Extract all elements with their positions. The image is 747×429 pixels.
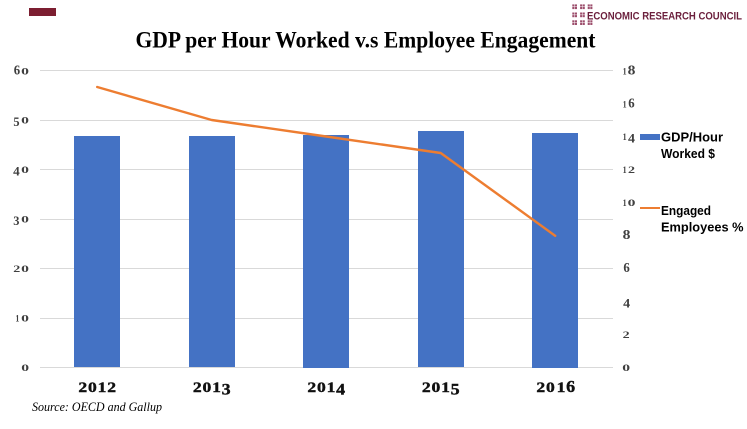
svg-text:2: 2 [107, 380, 116, 396]
svg-text:Source: OECD and Gallup: Source: OECD and Gallup [32, 399, 162, 414]
svg-text:2: 2 [193, 380, 202, 396]
svg-text:Engaged: Engaged [661, 203, 711, 218]
svg-text:1: 1 [441, 380, 450, 396]
svg-text:2: 2 [628, 166, 635, 176]
svg-text:8: 8 [628, 63, 636, 78]
svg-text:GDP/Hour: GDP/Hour [661, 130, 723, 145]
svg-text:0: 0 [317, 380, 326, 396]
svg-text:6: 6 [623, 260, 630, 275]
svg-text:3: 3 [222, 381, 231, 398]
svg-text:0: 0 [21, 215, 29, 225]
svg-text:0: 0 [21, 116, 29, 126]
svg-text:0: 0 [628, 199, 636, 209]
svg-text:GDP per Hour Worked v.s Employ: GDP per Hour Worked v.s Employee Engagem… [136, 28, 596, 53]
svg-text:6: 6 [14, 63, 21, 78]
svg-text:0: 0 [546, 380, 555, 396]
svg-text:2: 2 [422, 380, 431, 396]
svg-text:Worked $: Worked $ [661, 146, 716, 161]
svg-text:6: 6 [566, 377, 575, 396]
svg-text:4: 4 [336, 381, 345, 398]
svg-text:2: 2 [307, 380, 316, 396]
svg-text:1: 1 [327, 380, 336, 396]
svg-text:1: 1 [623, 133, 627, 143]
svg-text:8: 8 [623, 227, 631, 242]
svg-text:1: 1 [557, 380, 566, 396]
svg-text:0: 0 [21, 68, 29, 78]
svg-text:4: 4 [623, 295, 631, 310]
svg-text:4: 4 [628, 130, 636, 145]
svg-text:1: 1 [623, 199, 627, 209]
svg-text:1: 1 [623, 166, 627, 176]
svg-text:0: 0 [88, 380, 97, 396]
svg-text:1: 1 [623, 101, 627, 111]
svg-text:1: 1 [15, 314, 19, 324]
svg-text:2: 2 [78, 380, 87, 396]
svg-text:4: 4 [13, 163, 20, 178]
svg-text:0: 0 [203, 380, 212, 396]
svg-text:ECONOMIC RESEARCH COUNCIL: ECONOMIC RESEARCH COUNCIL [587, 10, 742, 22]
svg-text:2: 2 [623, 331, 630, 341]
svg-text:0: 0 [21, 265, 29, 275]
svg-text:0: 0 [622, 364, 630, 374]
svg-text:Employees %: Employees % [661, 219, 744, 234]
svg-text:6: 6 [628, 96, 635, 111]
svg-text:2: 2 [13, 265, 20, 275]
svg-text:0: 0 [21, 364, 29, 374]
svg-text:5: 5 [451, 381, 460, 398]
svg-text:0: 0 [21, 166, 29, 176]
svg-text:0: 0 [21, 314, 29, 324]
svg-text:2: 2 [536, 380, 545, 396]
svg-text:1: 1 [212, 380, 221, 396]
svg-text:0: 0 [432, 380, 441, 396]
svg-text:5: 5 [13, 114, 20, 129]
svg-text:1: 1 [98, 380, 107, 396]
svg-text:3: 3 [13, 213, 20, 228]
svg-text:1: 1 [623, 68, 627, 78]
